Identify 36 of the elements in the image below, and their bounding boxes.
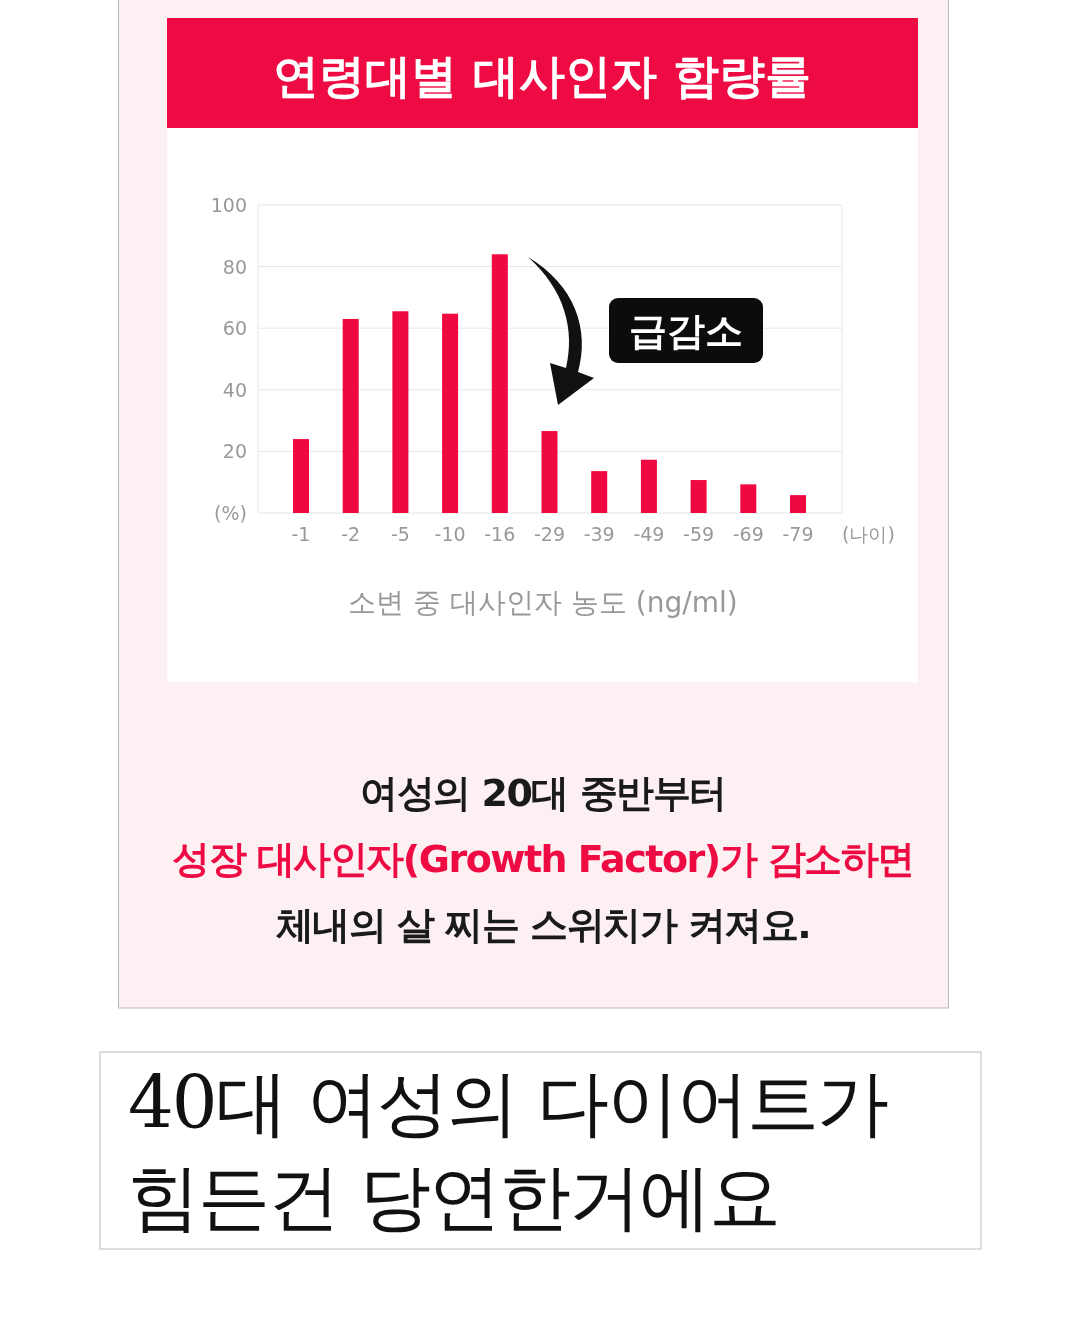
y-tick-label: 80 [222,255,247,278]
bar [342,318,359,513]
y-tick-label: 100 [210,194,247,216]
x-axis-title: 소변 중 대사인자 농도 (ng/ml) [348,586,738,619]
text: (나이) [842,523,895,545]
y-tick-label: 20 [222,440,247,463]
bar [690,480,707,513]
x-tick-label: -79 [782,523,814,545]
bar [790,495,806,513]
y-tick-label: 60 [222,317,247,340]
chart-title: 연령대별 대사인자 함량률 [272,49,812,103]
bar [640,459,657,513]
x-tick-label: -5 [390,523,410,545]
text: 여성의 20대 중반부터 [360,771,726,815]
bar [541,431,558,513]
x-tick-label: -1 [291,523,311,545]
bar [293,439,309,513]
x-tick-label: -69 [732,523,764,545]
y-tick-label: (%) [214,502,247,524]
bar [491,254,508,513]
text: 성장 대사인자(Growth Factor)가 감소하면 [172,837,914,881]
bar [591,471,608,513]
bar [740,484,757,513]
bar [392,311,409,513]
x-tick-label: -39 [583,523,615,545]
x-tick-label: -49 [633,523,665,545]
x-tick-label: -2 [341,523,361,545]
bar [442,313,459,513]
text: 40대 여성의 다이어트가 힘든건 당연한거에요 [128,1060,889,1241]
text: 체내의 살 찌는 스위치가 켜져요. [275,903,811,947]
x-tick-label: -16 [484,523,516,545]
y-tick-label: 40 [222,378,247,401]
x-tick-label: -29 [533,523,566,545]
annotation: 급감소 [629,309,743,353]
x-tick-label: -59 [683,523,715,545]
x-tick-label: -10 [434,523,466,545]
